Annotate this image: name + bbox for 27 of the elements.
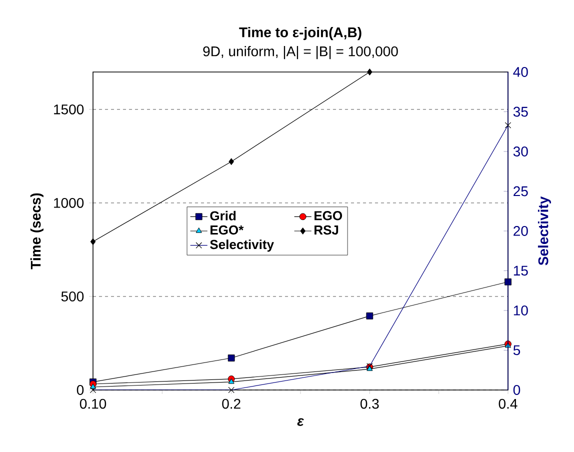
y2-tick-label: 0 <box>513 385 520 395</box>
y-tick-label: 1000 <box>54 198 84 208</box>
legend-label: EGO* <box>210 225 244 235</box>
legend-label: EGO <box>314 211 342 220</box>
y-tick-label: 0 <box>76 385 84 395</box>
x-tick-label: 0.4 <box>498 398 518 409</box>
legend-label: Selectivity <box>210 240 274 252</box>
y2-axis-title: Selectivity <box>538 196 552 266</box>
y2-tick-label: 5 <box>513 345 520 356</box>
y2-tick-label: 30 <box>513 146 528 156</box>
x-tick-label: 0.2 <box>222 398 240 409</box>
y2-tick-label: 25 <box>514 186 528 196</box>
y-axis-title: Time (secs) <box>30 193 44 270</box>
x-axis-title: ε <box>297 418 304 426</box>
legend-label: Grid <box>210 210 236 220</box>
y-tick-label: 500 <box>61 291 84 302</box>
y-tick-label: 1500 <box>54 104 84 114</box>
y2-tick-label: 15 <box>514 266 528 276</box>
y2-tick-label: 20 <box>514 226 528 236</box>
y2-tick-label: 40 <box>513 67 528 77</box>
y2-tick-label: 35 <box>513 106 528 117</box>
x-tick-label: 0.3 <box>360 398 379 409</box>
chart-title: Time to ε-join(A,B) <box>239 27 362 40</box>
x-tick-label: 0.10 <box>80 398 106 409</box>
chart-subtitle: 9D, uniform, |A| = |B| = 100,000 <box>203 46 398 60</box>
legend-label: RSJ <box>314 225 338 235</box>
y2-tick-label: 10 <box>514 306 528 316</box>
